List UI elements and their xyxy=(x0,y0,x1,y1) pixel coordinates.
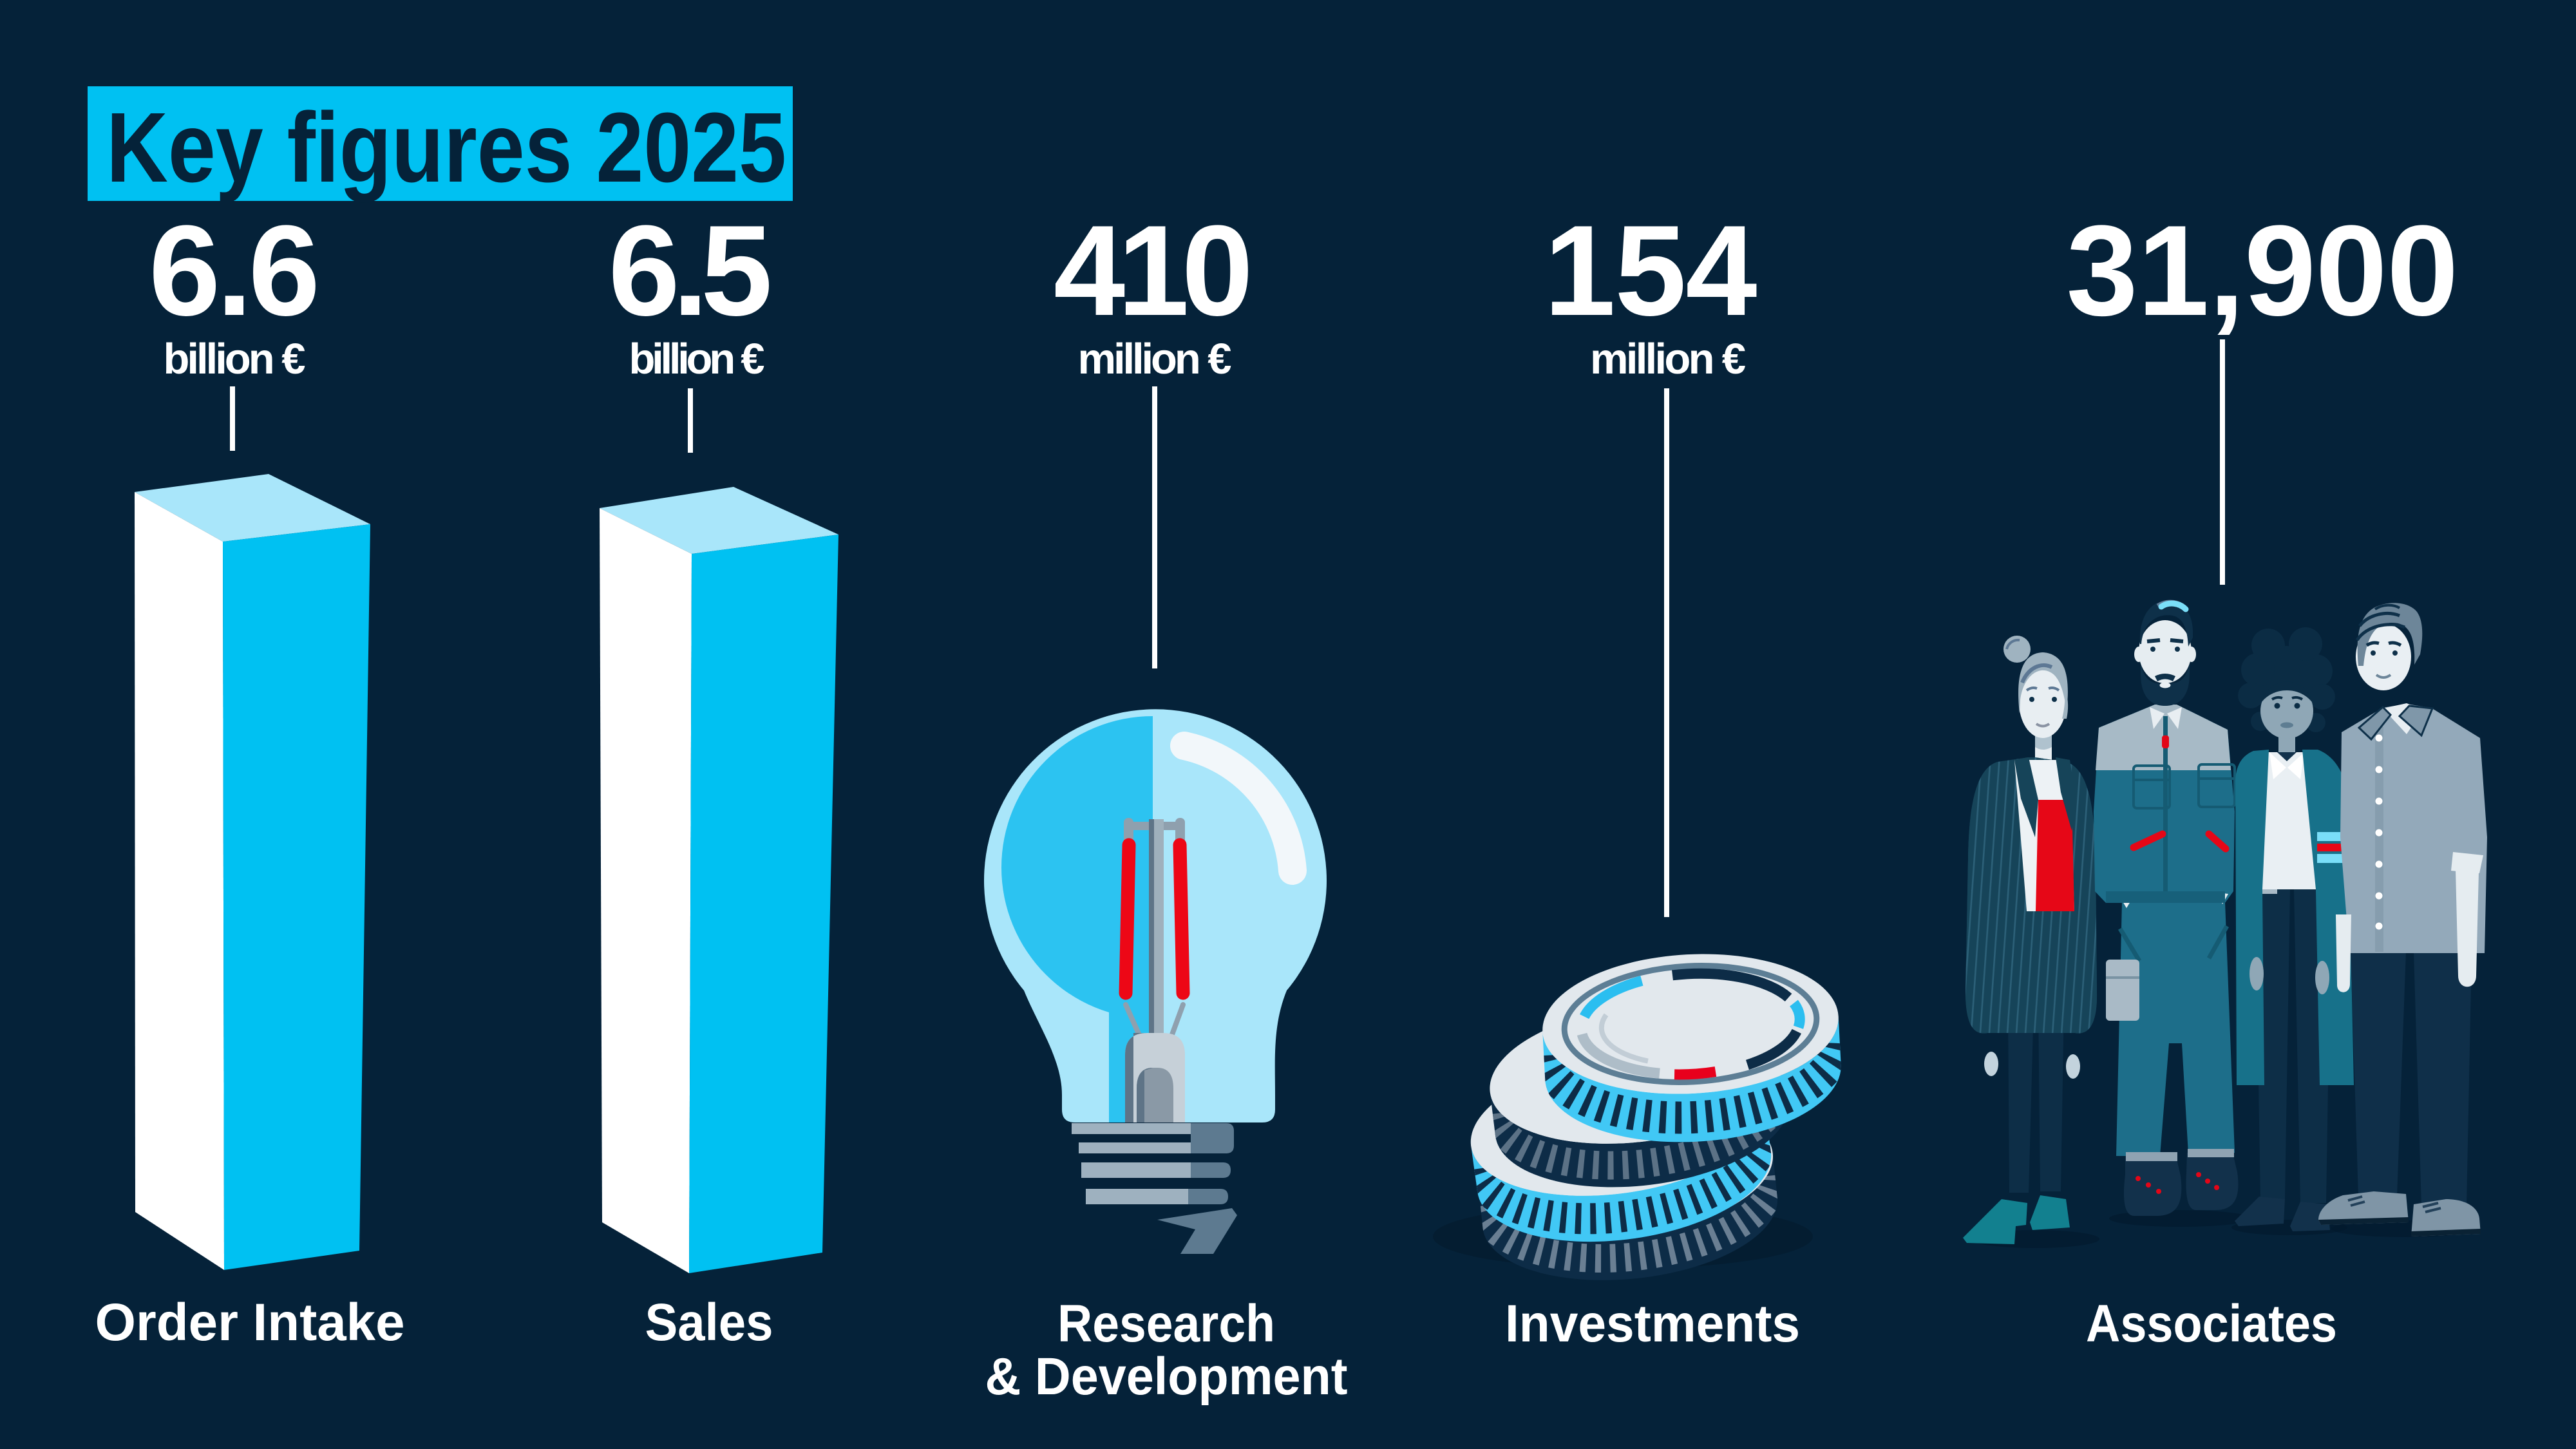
svg-text:6.6: 6.6 xyxy=(149,199,320,343)
svg-text:billion €: billion € xyxy=(629,335,765,383)
svg-text:Research: Research xyxy=(1057,1294,1275,1353)
svg-text:6.5: 6.5 xyxy=(609,199,773,343)
svg-text:Investments: Investments xyxy=(1505,1294,1800,1353)
svg-text:million €: million € xyxy=(1078,335,1232,383)
svg-text:410: 410 xyxy=(1054,199,1253,343)
svg-text:31,900: 31,900 xyxy=(2067,199,2459,343)
svg-text:Sales: Sales xyxy=(645,1293,773,1352)
svg-text:154: 154 xyxy=(1544,199,1757,343)
svg-text:Associates: Associates xyxy=(2086,1294,2337,1353)
svg-text:Key figures 2025: Key figures 2025 xyxy=(106,92,786,203)
svg-text:billion €: billion € xyxy=(164,335,306,383)
svg-text:million €: million € xyxy=(1590,335,1746,383)
svg-text:& Development: & Development xyxy=(985,1347,1348,1406)
svg-text:Order Intake: Order Intake xyxy=(95,1293,405,1352)
